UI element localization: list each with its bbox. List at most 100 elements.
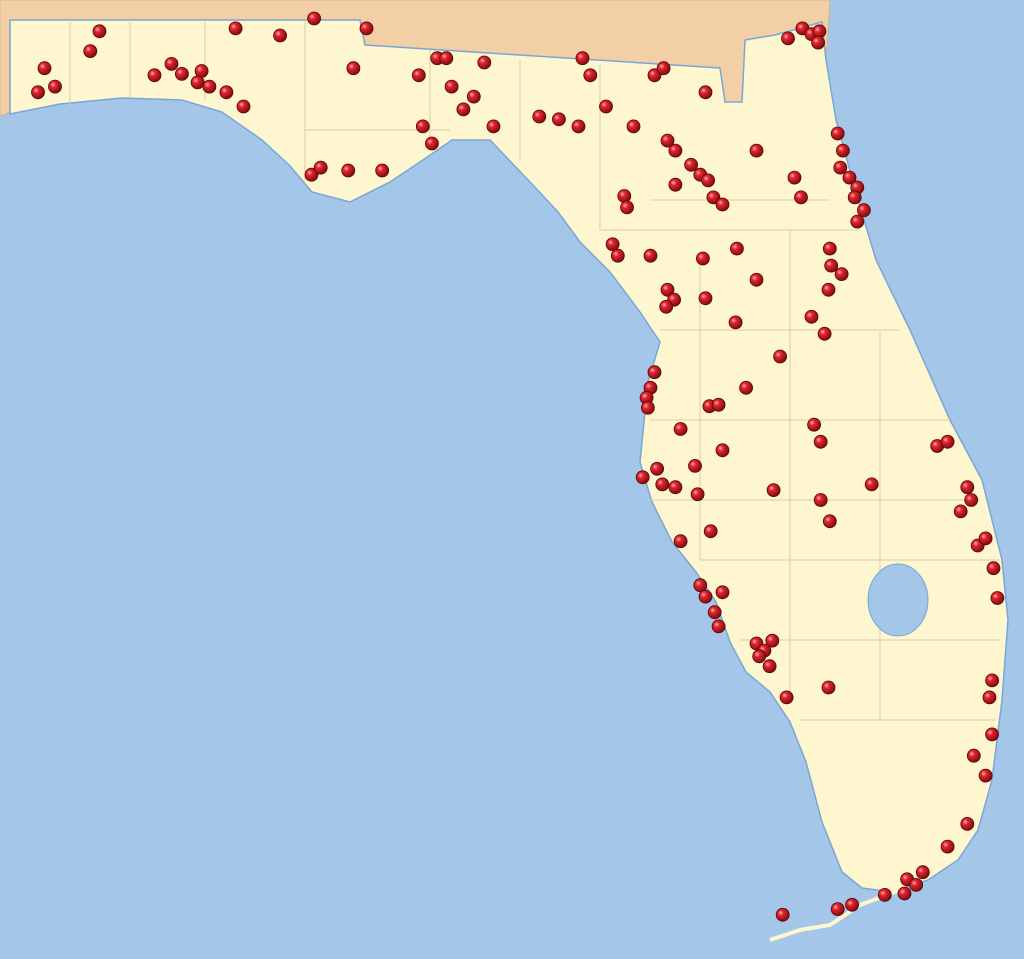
location-marker-icon[interactable]	[605, 237, 620, 252]
location-marker-icon[interactable]	[833, 160, 848, 175]
location-marker-icon[interactable]	[960, 817, 975, 831]
location-marker-icon[interactable]	[532, 109, 547, 124]
location-marker-icon[interactable]	[915, 865, 930, 880]
location-marker-icon[interactable]	[31, 85, 45, 100]
location-marker-icon[interactable]	[779, 690, 794, 705]
location-marker-icon[interactable]	[715, 585, 730, 600]
location-marker-icon[interactable]	[775, 907, 790, 922]
location-marker-icon[interactable]	[762, 659, 777, 674]
location-marker-icon[interactable]	[307, 11, 322, 26]
location-marker-icon[interactable]	[575, 51, 590, 66]
location-marker-icon[interactable]	[807, 417, 821, 432]
location-marker-icon[interactable]	[411, 68, 426, 83]
location-marker-icon[interactable]	[688, 458, 702, 473]
location-marker-icon[interactable]	[668, 143, 683, 158]
location-marker-icon[interactable]	[202, 79, 217, 94]
location-marker-icon[interactable]	[698, 85, 713, 100]
location-marker-icon[interactable]	[794, 190, 808, 205]
location-marker-icon[interactable]	[696, 251, 710, 266]
location-marker-icon[interactable]	[706, 190, 721, 205]
location-marker-icon[interactable]	[375, 163, 390, 178]
location-marker-icon[interactable]	[83, 44, 98, 58]
location-marker-icon[interactable]	[811, 35, 825, 50]
location-marker-icon[interactable]	[599, 99, 613, 114]
location-marker-icon[interactable]	[643, 248, 658, 263]
location-marker-icon[interactable]	[978, 531, 993, 546]
location-marker-icon[interactable]	[635, 470, 650, 485]
location-marker-icon[interactable]	[650, 461, 664, 476]
location-marker-icon[interactable]	[486, 119, 501, 134]
location-marker-icon[interactable]	[850, 214, 865, 229]
location-marker-icon[interactable]	[641, 400, 655, 415]
location-marker-icon[interactable]	[715, 197, 730, 212]
location-marker-icon[interactable]	[552, 112, 566, 127]
location-marker-icon[interactable]	[752, 649, 767, 664]
location-marker-icon[interactable]	[415, 119, 430, 134]
location-marker-icon[interactable]	[953, 504, 968, 519]
location-marker-icon[interactable]	[847, 190, 862, 205]
location-marker-icon[interactable]	[730, 241, 744, 256]
location-marker-icon[interactable]	[684, 157, 698, 172]
location-marker-icon[interactable]	[92, 24, 107, 39]
location-marker-icon[interactable]	[990, 591, 1005, 605]
location-marker-icon[interactable]	[439, 51, 454, 66]
location-marker-icon[interactable]	[821, 680, 836, 695]
location-marker-icon[interactable]	[836, 143, 850, 158]
location-marker-icon[interactable]	[822, 514, 837, 529]
location-marker-icon[interactable]	[711, 619, 726, 634]
location-marker-icon[interactable]	[647, 365, 662, 380]
location-marker-icon[interactable]	[877, 888, 892, 902]
location-marker-icon[interactable]	[781, 31, 795, 46]
location-marker-icon[interactable]	[703, 524, 718, 539]
location-marker-icon[interactable]	[273, 28, 288, 43]
location-marker-icon[interactable]	[701, 173, 715, 188]
location-marker-icon[interactable]	[985, 727, 999, 742]
location-marker-icon[interactable]	[813, 434, 828, 449]
location-marker-icon[interactable]	[985, 673, 999, 688]
location-marker-icon[interactable]	[656, 61, 671, 76]
location-marker-icon[interactable]	[190, 75, 205, 90]
location-marker-icon[interactable]	[673, 534, 688, 549]
location-marker-icon[interactable]	[830, 902, 845, 916]
location-marker-icon[interactable]	[982, 690, 997, 705]
location-marker-icon[interactable]	[909, 878, 924, 892]
location-marker-icon[interactable]	[313, 160, 328, 175]
location-marker-icon[interactable]	[341, 163, 356, 178]
location-marker-icon[interactable]	[978, 768, 993, 783]
location-marker-icon[interactable]	[845, 897, 859, 912]
location-marker-icon[interactable]	[749, 143, 764, 158]
location-marker-icon[interactable]	[236, 99, 251, 114]
location-marker-icon[interactable]	[698, 589, 713, 604]
location-marker-icon[interactable]	[940, 839, 955, 854]
location-marker-icon[interactable]	[583, 68, 598, 83]
location-marker-icon[interactable]	[660, 133, 675, 148]
location-marker-icon[interactable]	[456, 102, 471, 117]
location-marker-icon[interactable]	[174, 67, 189, 81]
location-marker-icon[interactable]	[804, 309, 819, 324]
location-marker-icon[interactable]	[960, 480, 975, 495]
location-marker-icon[interactable]	[660, 282, 675, 297]
location-marker-icon[interactable]	[444, 79, 459, 94]
location-marker-icon[interactable]	[857, 203, 871, 218]
location-marker-icon[interactable]	[711, 397, 726, 412]
location-marker-icon[interactable]	[164, 57, 179, 71]
location-marker-icon[interactable]	[693, 578, 708, 593]
location-marker-icon[interactable]	[647, 68, 662, 83]
location-marker-icon[interactable]	[739, 380, 753, 395]
location-marker-icon[interactable]	[813, 493, 828, 507]
location-marker-icon[interactable]	[940, 434, 955, 449]
location-marker-icon[interactable]	[228, 21, 243, 36]
location-marker-icon[interactable]	[673, 422, 688, 436]
location-marker-icon[interactable]	[966, 748, 981, 763]
location-marker-icon[interactable]	[817, 326, 832, 341]
location-marker-icon[interactable]	[830, 126, 845, 141]
location-marker-icon[interactable]	[787, 170, 802, 185]
location-marker-icon[interactable]	[466, 89, 481, 104]
location-marker-icon[interactable]	[822, 241, 837, 256]
location-marker-icon[interactable]	[715, 443, 730, 458]
location-marker-icon[interactable]	[864, 477, 879, 492]
location-marker-icon[interactable]	[964, 493, 979, 507]
location-marker-icon[interactable]	[304, 167, 319, 182]
location-marker-icon[interactable]	[617, 189, 632, 203]
